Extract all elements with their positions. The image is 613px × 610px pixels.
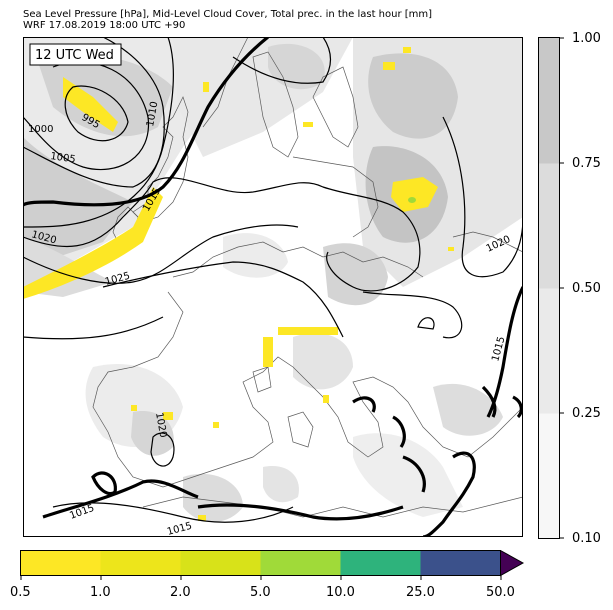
- precipitation-colorbar-swatches: [20, 549, 525, 580]
- precipitation-layer: [23, 47, 454, 521]
- cloud-cover-colorbar-swatches: [538, 37, 564, 539]
- precip-swatch: [340, 550, 421, 576]
- isobar-label: 1000: [28, 124, 53, 135]
- isobar-label: 1010: [145, 101, 160, 128]
- precip-swatch: [20, 550, 101, 576]
- precip-extend-arrow: [500, 549, 525, 577]
- precip-tick-label: 5.0: [250, 585, 271, 600]
- model-run-subtitle: WRF 17.08.2019 18:00 UTC +90: [23, 20, 186, 31]
- precip-swatch: [260, 550, 341, 576]
- isobar-label: 1005: [50, 151, 77, 165]
- precip-tick-label: 50.0: [486, 585, 515, 600]
- map-frame: [23, 37, 523, 537]
- precip-tick-label: 1.0: [90, 585, 111, 600]
- cloud-swatch: [538, 163, 560, 289]
- cloud-tick-label: 0.75: [572, 156, 601, 171]
- cloud-swatch: [538, 413, 560, 539]
- cloud-swatch: [538, 288, 560, 414]
- precip-tick-label: 2.0: [170, 585, 191, 600]
- isobar-label: 1015: [166, 521, 193, 537]
- precip-swatch: [100, 550, 181, 576]
- precipitation-colorbar: 0.5 1.0 2.0 5.0 10.0 25.0 50.0: [10, 549, 530, 600]
- precip-tick-label: 25.0: [406, 585, 435, 600]
- precip-tick-label: 0.5: [10, 585, 31, 600]
- cloud-tick-label: 0.25: [572, 406, 601, 421]
- isobar-label: 1020: [153, 412, 168, 439]
- cloud-tick-label: 0.50: [572, 281, 601, 296]
- precip-tick-label: 10.0: [326, 585, 355, 600]
- time-label: 12 UTC Wed: [35, 48, 114, 63]
- chart-title: Sea Level Pressure [hPa], Mid-Level Clou…: [23, 9, 433, 20]
- cloud-cover-colorbar: 0.10 0.25 0.50 0.75 1.00: [538, 31, 601, 546]
- precip-swatch: [180, 550, 261, 576]
- cloud-tick-label: 1.00: [572, 31, 601, 46]
- cloud-tick-label: 0.10: [572, 531, 601, 546]
- weather-map: 995 1000 1005 1010 1015 1020 1025 1020 1…: [23, 37, 523, 537]
- isobars-1015: [23, 37, 523, 537]
- precip-swatch: [420, 550, 501, 576]
- cloud-swatch: [538, 37, 560, 164]
- time-label-box: [29, 43, 122, 66]
